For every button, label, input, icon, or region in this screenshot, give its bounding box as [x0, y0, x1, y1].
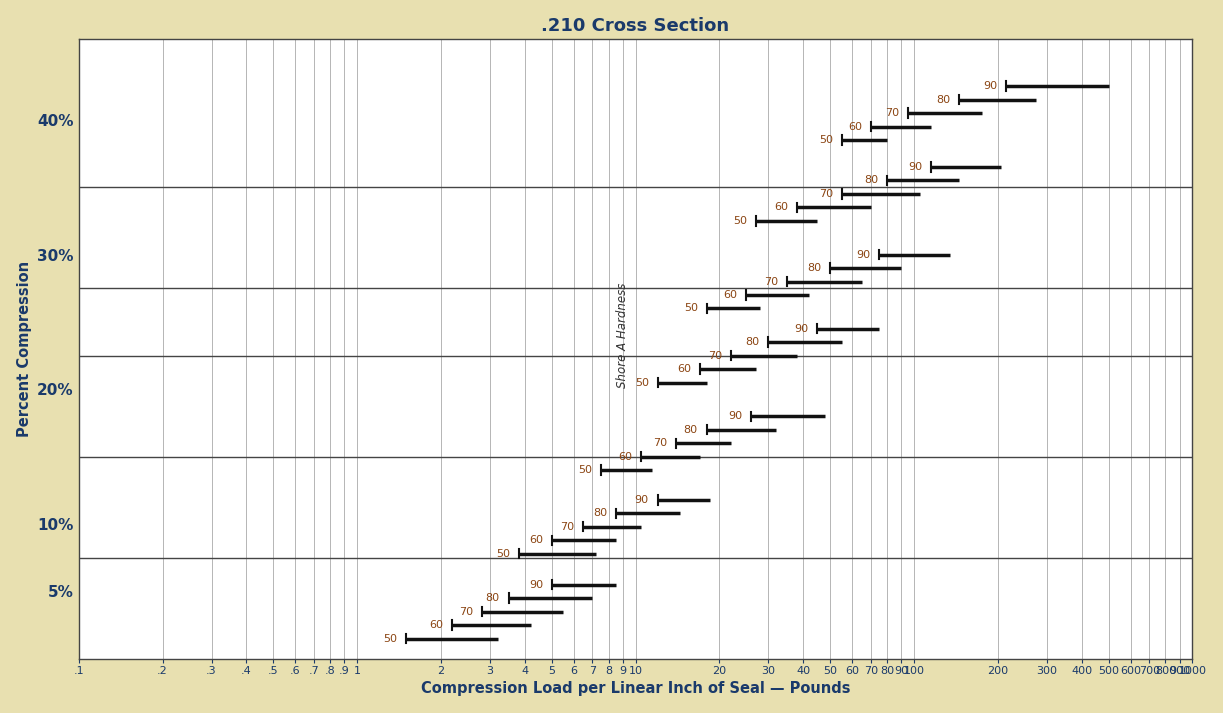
Text: 50: 50 [495, 549, 510, 559]
Text: 80: 80 [936, 95, 950, 105]
Text: 50: 50 [635, 378, 648, 388]
Text: 90: 90 [856, 250, 871, 260]
Text: 80: 80 [684, 425, 698, 435]
Text: 90: 90 [635, 495, 648, 505]
Text: 80: 80 [807, 263, 822, 273]
Text: 80: 80 [863, 175, 878, 185]
Text: 60: 60 [528, 535, 543, 545]
Text: 70: 70 [459, 607, 473, 617]
Text: 80: 80 [593, 508, 607, 518]
Text: 60: 60 [774, 202, 788, 212]
Text: 80: 80 [746, 337, 759, 347]
Text: 60: 60 [429, 620, 444, 630]
Text: 50: 50 [383, 634, 397, 644]
Text: 90: 90 [907, 162, 922, 172]
Text: 60: 60 [676, 364, 691, 374]
Text: 50: 50 [578, 465, 592, 475]
Text: 60: 60 [724, 290, 737, 300]
Text: 70: 70 [884, 108, 899, 118]
Text: 60: 60 [848, 122, 862, 132]
Text: 70: 70 [818, 189, 833, 199]
X-axis label: Compression Load per Linear Inch of Seal — Pounds: Compression Load per Linear Inch of Seal… [421, 682, 850, 697]
Text: 50: 50 [733, 216, 747, 226]
Title: .210 Cross Section: .210 Cross Section [542, 16, 730, 35]
Text: 90: 90 [795, 324, 808, 334]
Text: 70: 70 [764, 277, 778, 287]
Text: 90: 90 [528, 580, 543, 590]
Y-axis label: Percent Compression: Percent Compression [17, 261, 32, 437]
Text: 50: 50 [684, 304, 698, 314]
Text: Shore A Hardness: Shore A Hardness [616, 283, 630, 388]
Text: 90: 90 [983, 81, 998, 91]
Text: 60: 60 [619, 452, 632, 462]
Text: 70: 70 [560, 522, 575, 532]
Text: 70: 70 [708, 351, 722, 361]
Text: 70: 70 [653, 438, 668, 448]
Text: 90: 90 [728, 411, 742, 421]
Text: 80: 80 [486, 593, 500, 603]
Text: 50: 50 [819, 135, 833, 145]
